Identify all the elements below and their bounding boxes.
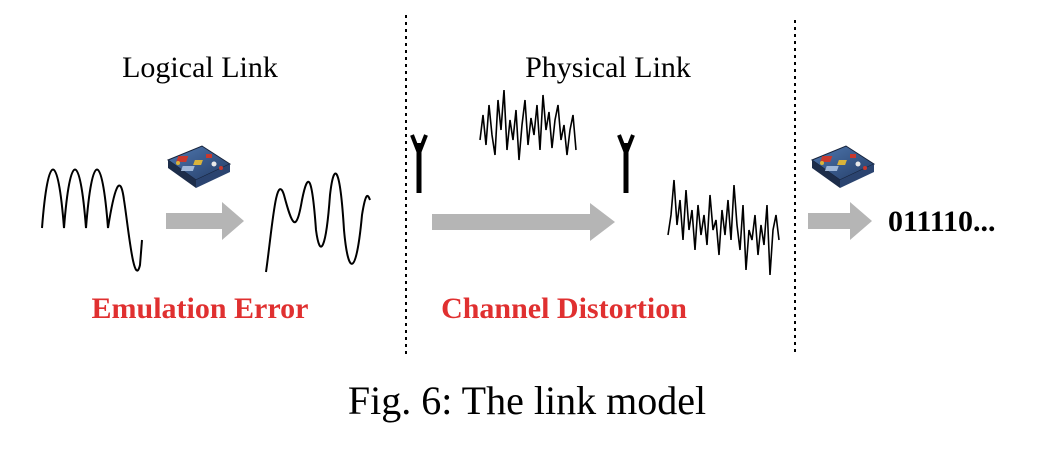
antenna-icon	[412, 135, 426, 193]
decode-arrow	[808, 202, 872, 240]
channel-distortion-label: Channel Distortion	[441, 292, 687, 325]
channel-arrow	[432, 203, 615, 241]
emulated-waveform	[265, 172, 371, 273]
logical-link-heading: Logical Link	[122, 51, 278, 84]
distorted-waveform	[667, 179, 780, 276]
noise-waveform	[479, 89, 577, 161]
figure-caption: Fig. 6: The link model	[348, 378, 706, 423]
antenna-icon	[619, 135, 633, 193]
dev-board-icon	[811, 145, 875, 189]
physical-link-heading: Physical Link	[525, 51, 691, 84]
original-waveform	[41, 168, 143, 272]
output-bits: 011110...	[888, 205, 996, 238]
emulation-arrow	[166, 202, 244, 240]
emulation-error-label: Emulation Error	[92, 292, 309, 325]
dev-board-icon	[167, 145, 231, 189]
